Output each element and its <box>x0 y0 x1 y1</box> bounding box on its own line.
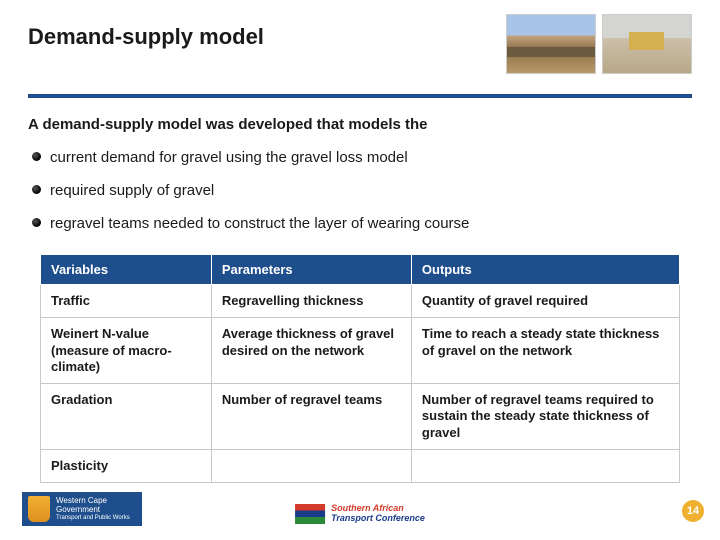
table-cell <box>211 449 411 482</box>
table-cell: Weinert N-value (measure of macro-climat… <box>41 318 212 384</box>
table-cell: Number of regravel teams required to sus… <box>411 384 679 450</box>
logo-text: Western Cape Government Transport and Pu… <box>56 497 130 521</box>
intro-text: A demand-supply model was developed that… <box>28 116 692 133</box>
satc-logo: Southern African Transport Conference <box>295 504 425 524</box>
table-cell: Average thickness of gravel desired on t… <box>211 318 411 384</box>
page-number-badge: 14 <box>682 500 704 522</box>
header-image-machinery <box>602 14 692 74</box>
table-row: Gradation Number of regravel teams Numbe… <box>41 384 680 450</box>
title-underline <box>28 94 692 98</box>
table-row: Traffic Regravelling thickness Quantity … <box>41 285 680 318</box>
bullet-item: regravel teams needed to construct the l… <box>28 213 692 234</box>
logo-line: Government <box>56 506 130 515</box>
logo-line: Transport and Public Works <box>56 515 130 522</box>
table-cell: Regravelling thickness <box>211 285 411 318</box>
table-header-row: Variables Parameters Outputs <box>41 255 680 285</box>
table-row: Plasticity <box>41 449 680 482</box>
table-cell: Quantity of gravel required <box>411 285 679 318</box>
satc-text: Southern African Transport Conference <box>331 504 425 524</box>
footer: Western Cape Government Transport and Pu… <box>0 484 720 532</box>
table-cell: Time to reach a steady state thickness o… <box>411 318 679 384</box>
flag-icon <box>295 504 325 524</box>
table-cell: Plasticity <box>41 449 212 482</box>
table-row: Weinert N-value (measure of macro-climat… <box>41 318 680 384</box>
table-cell: Gradation <box>41 384 212 450</box>
col-header: Variables <box>41 255 212 285</box>
header-images <box>506 14 692 74</box>
table-cell: Traffic <box>41 285 212 318</box>
slide: Demand-supply model A demand-supply mode… <box>0 0 720 540</box>
table-cell <box>411 449 679 482</box>
bullet-list: current demand for gravel using the grav… <box>28 147 692 234</box>
satc-line: Transport Conference <box>331 514 425 524</box>
crest-icon <box>28 496 50 522</box>
table-cell: Number of regravel teams <box>211 384 411 450</box>
western-cape-logo: Western Cape Government Transport and Pu… <box>22 492 142 526</box>
bullet-item: required supply of gravel <box>28 180 692 201</box>
bullet-item: current demand for gravel using the grav… <box>28 147 692 168</box>
variables-table: Variables Parameters Outputs Traffic Reg… <box>40 254 680 483</box>
header-image-road <box>506 14 596 74</box>
col-header: Outputs <box>411 255 679 285</box>
col-header: Parameters <box>211 255 411 285</box>
